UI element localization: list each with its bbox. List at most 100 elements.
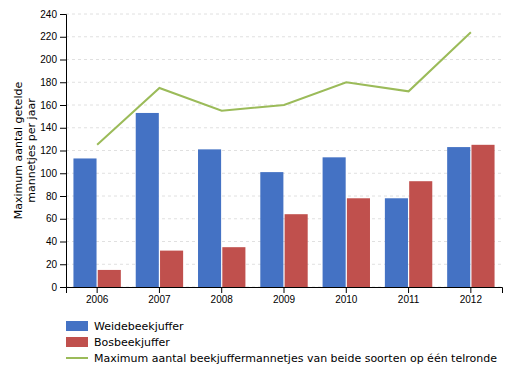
bar-series — [98, 145, 495, 287]
x-tick: 2006 — [86, 287, 109, 305]
x-tick-label: 2006 — [86, 294, 109, 305]
x-tick-mark — [470, 287, 471, 293]
y-tick-label: 240 — [40, 9, 57, 20]
y-tick-mark — [60, 151, 66, 152]
y-tick-label: 20 — [46, 259, 58, 270]
y-axis-title-line: Maximum aantal getelde — [12, 82, 25, 220]
y-tick-mark — [60, 219, 66, 220]
grid-line — [66, 196, 502, 197]
y-tick-mark — [60, 82, 66, 83]
bar — [260, 172, 283, 287]
y-tick: 40 — [46, 236, 66, 247]
y-tick-mark — [60, 37, 66, 38]
bar — [409, 181, 432, 287]
y-axis-title: Maximum aantal geteldemannetjes per jaar — [12, 82, 38, 220]
y-tick: 240 — [40, 9, 66, 20]
x-tick: 2008 — [211, 287, 234, 305]
marks — [73, 32, 494, 287]
plot: 2006 2007 2008 2009 2010 2011 2012 0 20 40 60 80 100… — [40, 9, 502, 305]
x-tick: 2007 — [148, 287, 171, 305]
y-tick: 80 — [46, 191, 66, 202]
y-tick-mark — [60, 105, 66, 106]
bar — [98, 270, 121, 287]
bar — [447, 147, 470, 287]
x-tick-label: 2009 — [273, 294, 296, 305]
y-tick-label: 0 — [51, 282, 57, 293]
x-tick-mark — [408, 287, 409, 293]
bar-series — [73, 113, 470, 287]
y-tick-mark — [60, 287, 66, 288]
y-tick: 220 — [40, 31, 66, 42]
y-tick: 120 — [40, 145, 66, 156]
x-tick-label: 2012 — [460, 294, 483, 305]
bar — [347, 198, 370, 287]
y-tick-label: 200 — [40, 54, 57, 65]
legend-item: Bosbeekjuffer — [66, 336, 170, 349]
grid-line — [66, 173, 502, 174]
legend-swatch — [66, 337, 88, 347]
y-tick: 0 — [51, 282, 66, 293]
grid-line — [66, 127, 502, 128]
grid-line — [66, 264, 502, 265]
legend-swatch — [66, 321, 88, 331]
y-tick-label: 60 — [46, 213, 58, 224]
grid-line — [66, 36, 502, 37]
y-tick: 180 — [40, 77, 66, 88]
x-tick-label: 2011 — [398, 294, 420, 305]
legend-label: Bosbeekjuffer — [94, 336, 170, 349]
grid-line — [66, 218, 502, 219]
y-tick: 200 — [40, 54, 66, 65]
y-tick: 160 — [40, 100, 66, 111]
x-tick: 2012 — [460, 287, 483, 305]
bar — [285, 214, 308, 287]
line — [97, 32, 471, 145]
y-tick-label: 120 — [40, 145, 57, 156]
grid — [66, 14, 502, 287]
x-tick-label: 2010 — [335, 294, 358, 305]
y-axis: 0 20 40 60 80 100 120 140 160 180 200 220 240 — [40, 9, 66, 293]
y-axis-line — [60, 15, 67, 288]
bar — [385, 198, 408, 287]
x-tick-label: 2007 — [148, 294, 171, 305]
grid-line — [66, 82, 502, 83]
x-tick-mark — [221, 287, 222, 293]
grid-line — [66, 150, 502, 151]
y-tick-label: 160 — [40, 100, 57, 111]
y-axis-title-line: mannetjes per jaar — [25, 98, 38, 203]
legend-item: Maximum aantal beekjuffermannetjes van b… — [66, 352, 497, 365]
y-tick-mark — [60, 128, 66, 129]
y-tick-mark — [60, 242, 66, 243]
bar — [471, 145, 494, 287]
chart: 2006 2007 2008 2009 2010 2011 2012 0 20 40 60 80 100… — [0, 0, 518, 377]
x-tick: 2009 — [273, 287, 296, 305]
x-tick-label: 2008 — [211, 294, 234, 305]
y-tick-label: 100 — [40, 168, 57, 179]
legend: Weidebeekjuffer Bosbeekjuffer Maximum aant… — [66, 320, 497, 365]
y-tick: 20 — [46, 259, 66, 270]
grid-line — [66, 241, 502, 242]
grid-line — [66, 59, 502, 60]
legend-label: Weidebeekjuffer — [94, 320, 184, 333]
y-tick: 140 — [40, 122, 66, 133]
bar — [73, 158, 96, 287]
y-tick-label: 80 — [46, 191, 58, 202]
bar — [222, 247, 245, 287]
x-tick: 2011 — [398, 287, 420, 305]
x-tick-mark — [159, 287, 160, 293]
y-tick-mark — [60, 14, 66, 15]
x-tick: 2010 — [335, 287, 358, 305]
grid-line — [66, 14, 502, 15]
bar — [160, 251, 183, 287]
y-tick: 100 — [40, 168, 66, 179]
x-tick-mark — [284, 287, 285, 293]
x-tick-mark — [346, 287, 347, 293]
y-tick-mark — [60, 196, 66, 197]
x-axis: 2006 2007 2008 2009 2010 2011 2012 — [67, 287, 503, 305]
y-tick-mark — [60, 264, 66, 265]
y-tick: 60 — [46, 213, 66, 224]
y-tick-label: 180 — [40, 77, 57, 88]
x-tick-mark — [97, 287, 98, 293]
bar — [323, 157, 346, 287]
legend-item: Weidebeekjuffer — [66, 320, 184, 333]
bar — [136, 113, 159, 287]
